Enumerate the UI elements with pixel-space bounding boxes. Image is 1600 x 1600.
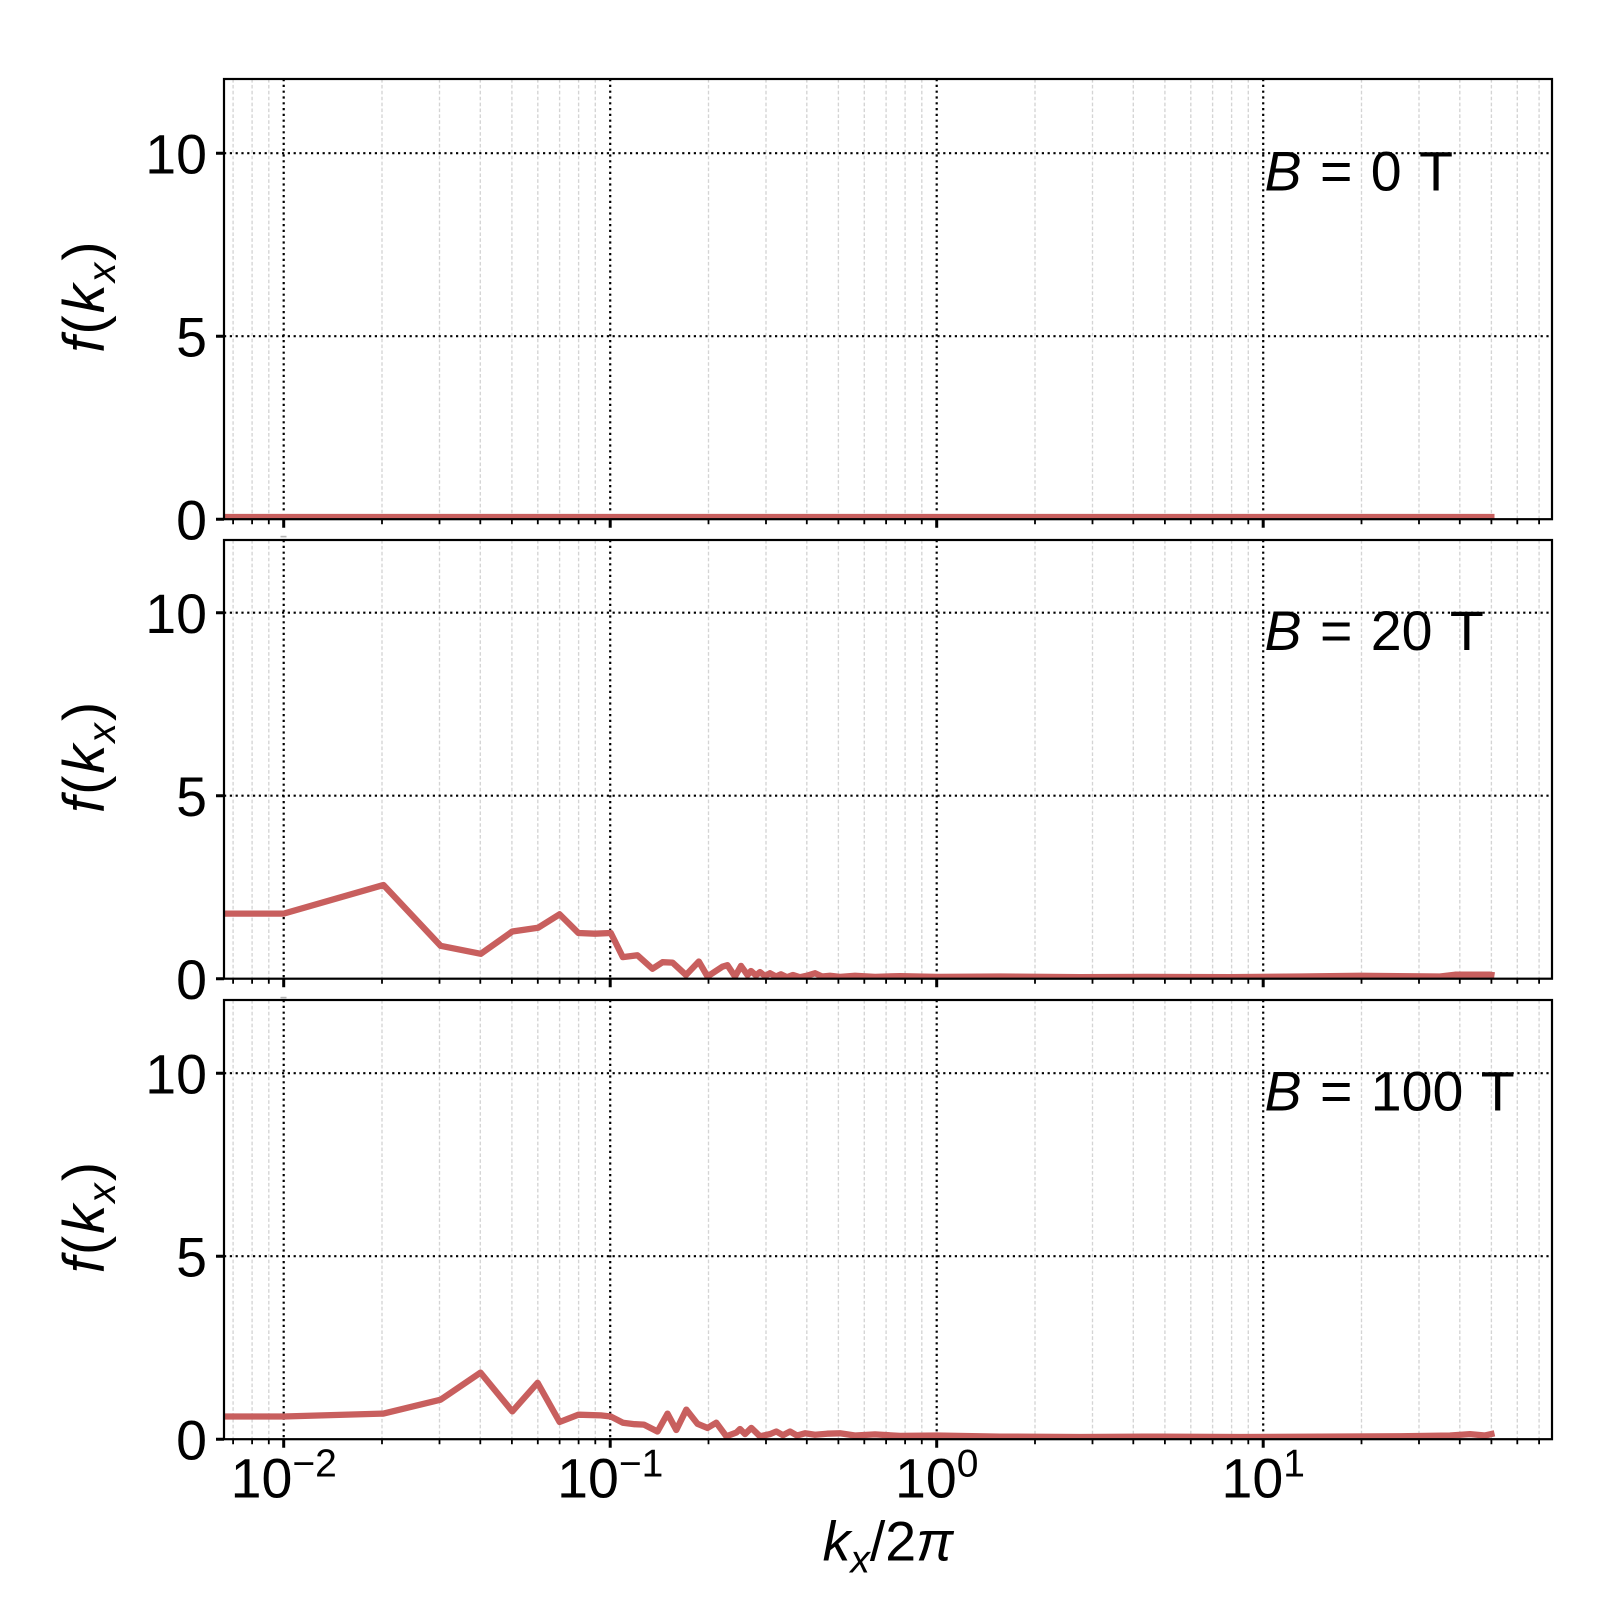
svg-text:f(kx): f(kx)	[52, 239, 124, 352]
svg-text:5: 5	[176, 1226, 207, 1288]
svg-text:10: 10	[145, 583, 207, 645]
svg-text:f(kx): f(kx)	[52, 700, 124, 813]
svg-text:0: 0	[176, 1409, 207, 1471]
svg-text:0: 0	[176, 489, 207, 551]
svg-text:5: 5	[176, 306, 207, 368]
svg-text:B = 20 T: B = 20 T	[1265, 600, 1484, 662]
svg-text:kx/2π: kx/2π	[823, 1511, 956, 1582]
svg-text:f(kx): f(kx)	[52, 1160, 124, 1273]
svg-text:10: 10	[145, 123, 207, 185]
svg-text:5: 5	[176, 766, 207, 828]
svg-text:10: 10	[145, 1043, 207, 1105]
svg-text:B = 0 T: B = 0 T	[1265, 140, 1453, 202]
svg-text:B = 100 T: B = 100 T	[1265, 1060, 1515, 1122]
svg-text:0: 0	[176, 949, 207, 1011]
svg-text:10−2: 10−2	[231, 1443, 337, 1510]
